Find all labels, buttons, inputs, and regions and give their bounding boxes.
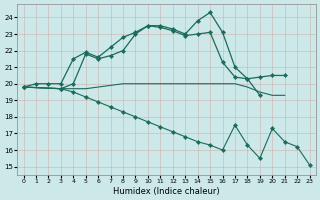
- X-axis label: Humidex (Indice chaleur): Humidex (Indice chaleur): [113, 187, 220, 196]
